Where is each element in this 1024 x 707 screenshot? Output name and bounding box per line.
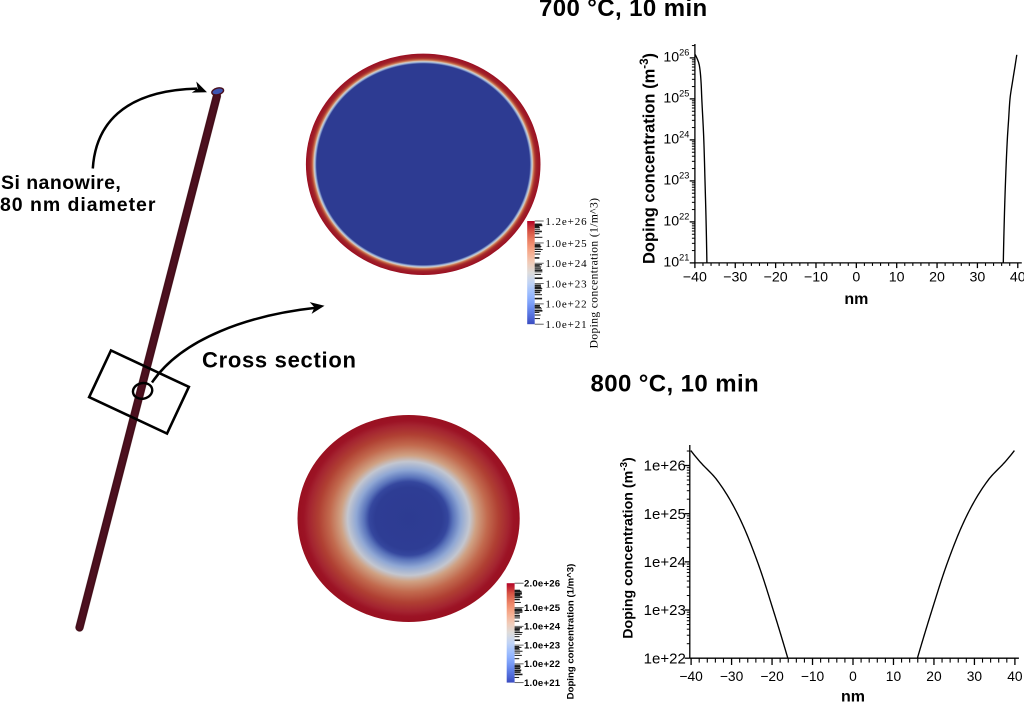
svg-text:0: 0 [849, 669, 857, 684]
svg-text:1e+23: 1e+23 [644, 602, 686, 619]
svg-text:80 nm diameter: 80 nm diameter [0, 194, 156, 216]
svg-text:1e+24: 1e+24 [644, 554, 686, 571]
svg-text:nm: nm [841, 688, 865, 702]
svg-text:1.0e+22: 1.0e+22 [524, 659, 560, 670]
svg-text:Si nanowire,: Si nanowire, [1, 172, 121, 194]
svg-text:Doping concentration (1/m^3): Doping concentration (1/m^3) [589, 198, 601, 349]
svg-text:30: 30 [970, 270, 986, 286]
svg-text:1.0e+24: 1.0e+24 [545, 258, 587, 270]
svg-text:0: 0 [852, 270, 860, 286]
svg-text:30: 30 [967, 669, 983, 684]
svg-text:1.2e+26: 1.2e+26 [545, 216, 587, 228]
svg-text:1.0e+23: 1.0e+23 [545, 278, 587, 290]
svg-text:10: 10 [886, 669, 902, 684]
svg-text:−40: −40 [679, 669, 703, 684]
svg-text:20: 20 [929, 270, 945, 286]
svg-text:1.0e+23: 1.0e+23 [524, 640, 560, 651]
svg-text:1e+26: 1e+26 [644, 458, 686, 475]
svg-text:−10: −10 [801, 669, 825, 684]
svg-text:−30: −30 [723, 270, 747, 286]
svg-text:2.0e+26: 2.0e+26 [524, 579, 560, 590]
svg-text:Cross section: Cross section [202, 348, 357, 373]
svg-text:1.0e+21: 1.0e+21 [524, 678, 561, 689]
svg-text:1e+25: 1e+25 [644, 506, 686, 523]
svg-text:−10: −10 [804, 270, 828, 286]
svg-text:nm: nm [844, 291, 868, 308]
svg-text:−20: −20 [764, 270, 788, 286]
svg-text:−30: −30 [720, 669, 744, 684]
svg-text:20: 20 [926, 669, 942, 684]
svg-text:−20: −20 [760, 669, 784, 684]
svg-text:1e+22: 1e+22 [644, 650, 686, 667]
svg-text:Doping concentration (1/m^3): Doping concentration (1/m^3) [566, 564, 577, 700]
svg-text:800 °C, 10 min: 800 °C, 10 min [591, 371, 760, 398]
svg-text:700 °C, 10 min: 700 °C, 10 min [539, 0, 708, 22]
svg-text:1.0e+25: 1.0e+25 [545, 238, 587, 250]
svg-text:Doping concentration (m-3): Doping concentration (m-3) [619, 457, 637, 639]
svg-text:40: 40 [1010, 270, 1024, 286]
svg-text:1.0e+24: 1.0e+24 [524, 622, 561, 633]
svg-text:1.0e+22: 1.0e+22 [545, 299, 587, 311]
svg-text:10: 10 [889, 270, 905, 286]
svg-text:1.0e+25: 1.0e+25 [524, 603, 561, 614]
svg-text:−40: −40 [683, 270, 707, 286]
svg-text:1.0e+21: 1.0e+21 [545, 319, 587, 331]
svg-text:40: 40 [1007, 669, 1023, 684]
svg-text:Doping concentration (m-3): Doping concentration (m-3) [639, 53, 659, 264]
